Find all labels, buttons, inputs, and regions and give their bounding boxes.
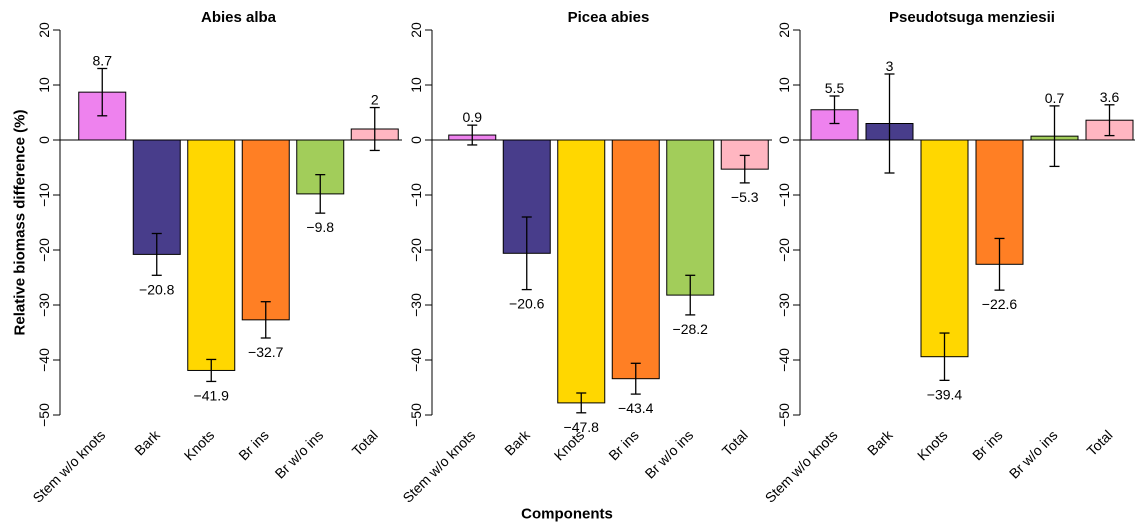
- y-tick-label: 10: [776, 77, 792, 93]
- y-axis-title: Relative biomass difference (%): [12, 110, 29, 336]
- value-label: −5.3: [731, 189, 759, 205]
- panel-title: Pseudotsuga menziesii: [889, 9, 1055, 26]
- y-tick-label: −50: [408, 403, 424, 427]
- y-tick-label: 10: [36, 77, 52, 93]
- bar: [611, 139, 660, 380]
- x-tick-label: Br ins: [235, 427, 272, 464]
- y-tick-label: −30: [408, 293, 424, 317]
- y-tick-label: −10: [408, 183, 424, 207]
- y-tick-label: −30: [776, 293, 792, 317]
- x-tick-label: Knots: [914, 427, 951, 464]
- y-tick-label: −50: [776, 403, 792, 427]
- value-label: −47.8: [564, 419, 600, 435]
- x-tick-label: Knots: [181, 427, 218, 464]
- bar: [666, 139, 715, 296]
- x-tick-label: Total: [719, 427, 751, 459]
- y-tick-label: −10: [776, 183, 792, 207]
- value-label: −43.4: [618, 400, 654, 416]
- y-tick-label: 0: [36, 136, 52, 144]
- value-label: −39.4: [927, 386, 963, 402]
- y-tick-label: −40: [776, 348, 792, 372]
- x-tick-label: Stem w/o knots: [29, 427, 108, 506]
- x-tick-label: Total: [349, 427, 381, 459]
- x-tick-label: Bark: [131, 426, 163, 458]
- value-label: −20.8: [139, 281, 175, 297]
- bar: [241, 139, 290, 321]
- x-tick-label: Br w/o ins: [272, 427, 327, 482]
- value-label: 0.9: [463, 109, 483, 125]
- value-label: 0.7: [1045, 90, 1065, 106]
- bar: [557, 139, 606, 404]
- x-tick-label: Bark: [864, 426, 896, 458]
- y-tick-label: −40: [408, 348, 424, 372]
- x-tick-label: Stem w/o knots: [762, 427, 841, 506]
- x-tick-label: Total: [1083, 427, 1115, 459]
- value-label: −20.6: [509, 296, 545, 312]
- y-tick-label: 10: [408, 77, 424, 93]
- panel-title: Picea abies: [568, 9, 650, 26]
- x-tick-label: Br w/o ins: [642, 427, 697, 482]
- y-tick-label: 20: [408, 22, 424, 38]
- bar: [920, 139, 969, 358]
- y-tick-label: 0: [776, 136, 792, 144]
- value-label: −41.9: [194, 387, 230, 403]
- value-label: −32.7: [248, 344, 284, 360]
- y-tick-label: 20: [776, 22, 792, 38]
- y-tick-label: −30: [36, 293, 52, 317]
- x-tick-label: Br w/o ins: [1006, 427, 1061, 482]
- x-axis-title: Components: [521, 506, 613, 523]
- value-label: 3.6: [1100, 89, 1120, 105]
- y-tick-label: 20: [36, 22, 52, 38]
- value-label: 3: [886, 58, 894, 74]
- y-tick-label: −10: [36, 183, 52, 207]
- x-tick-label: Br ins: [969, 427, 1006, 464]
- y-tick-label: −40: [36, 348, 52, 372]
- value-label: −28.2: [673, 321, 709, 337]
- value-label: 2: [371, 92, 379, 108]
- x-tick-label: Stem w/o knots: [399, 427, 478, 506]
- y-tick-label: −20: [36, 238, 52, 262]
- x-tick-label: Bark: [501, 426, 533, 458]
- value-label: 5.5: [825, 80, 845, 96]
- y-tick-label: −50: [36, 403, 52, 427]
- panel-title: Abies alba: [201, 9, 277, 26]
- y-tick-label: 0: [408, 136, 424, 144]
- x-tick-label: Br ins: [605, 427, 642, 464]
- value-label: 8.7: [93, 53, 113, 69]
- value-label: −9.8: [306, 219, 334, 235]
- y-tick-label: −20: [776, 238, 792, 262]
- y-tick-label: −20: [408, 238, 424, 262]
- bar: [187, 139, 236, 371]
- value-label: −22.6: [982, 296, 1018, 312]
